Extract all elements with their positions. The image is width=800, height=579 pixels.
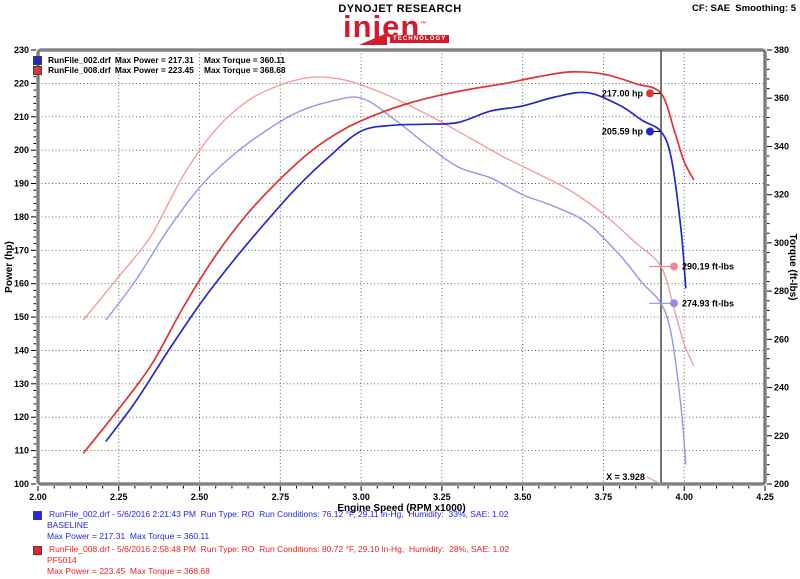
torque-tick-label: 260 — [774, 334, 789, 344]
torque-tick-label: 240 — [774, 383, 789, 393]
power-tick-label: 110 — [14, 446, 29, 456]
torque-tick-label: 360 — [774, 93, 789, 103]
injen-logo-subtitle: TECHNOLOGY — [390, 35, 450, 43]
torque-tick-label: 200 — [774, 479, 789, 489]
x-tick-label: 4.25 — [756, 492, 774, 502]
x-tick-label: 2.00 — [29, 492, 47, 502]
legend-file-power: RunFile_002.drf Max Power = 217.31 — [48, 55, 194, 65]
legend-max-torque: Max Torque = 360.11 — [204, 55, 286, 65]
x-tick-label: 2.50 — [191, 492, 209, 502]
run-name: PF5014 — [47, 555, 77, 565]
torque-tick-label: 280 — [774, 286, 789, 296]
x-tick-label: 2.75 — [272, 492, 290, 502]
run-swatch-red — [33, 546, 42, 555]
cursor-x-label: X = 3.928 — [606, 472, 645, 482]
torque-tick-label: 320 — [774, 190, 789, 200]
run-details-pf5014: RunFile_008.drf - 5/6/2016 2:58:48 PM Ru… — [33, 544, 509, 577]
power-tick-label: 130 — [14, 379, 29, 389]
run-legend: RunFile_002.drf Max Power = 217.31 Max To… — [33, 55, 286, 75]
run-swatch-blue — [33, 511, 42, 520]
run-name: BASELINE — [47, 520, 89, 530]
power-tick-label: 190 — [14, 179, 29, 189]
cursor-x-pointer — [646, 476, 662, 485]
run-details: RunFile_002.drf - 5/6/2016 2:21:43 PM Ru… — [33, 509, 509, 579]
power-tick-label: 210 — [14, 112, 29, 122]
run-info-line: RunFile_002.drf - 5/6/2016 2:21:43 PM Ru… — [49, 509, 509, 519]
power-tick-label: 180 — [14, 212, 29, 222]
legend-row-runfile-002: RunFile_002.drf Max Power = 217.31 Max To… — [33, 55, 286, 65]
x-axis-title: Engine Speed (RPM x1000) — [337, 503, 465, 514]
torque-tick-label: 220 — [774, 431, 789, 441]
callout-label-power: 217.00 hp — [602, 88, 644, 98]
power-curve-pf5014 — [82, 70, 695, 454]
power-curve-baseline — [105, 91, 687, 442]
callout-label-power: 205.59 hp — [602, 126, 644, 136]
power-tick-label: 100 — [14, 479, 29, 489]
run-info-line: RunFile_008.drf - 5/6/2016 2:58:48 PM Ru… — [49, 544, 510, 554]
run-max-values: Max Power = 223.45 Max Torque = 368.68 — [47, 566, 210, 576]
torque-tick-label: 380 — [774, 45, 789, 55]
x-tick-label: 3.50 — [514, 492, 532, 502]
power-tick-label: 160 — [14, 279, 29, 289]
torque-curve-baseline — [105, 96, 687, 465]
legend-max-torque: Max Torque = 368.68 — [204, 65, 286, 75]
x-tick-label: 3.25 — [433, 492, 451, 502]
callout-dot — [646, 127, 654, 136]
power-tick-label: 150 — [14, 312, 29, 322]
app-title: DYNOJET RESEARCH — [338, 3, 462, 15]
run-details-baseline: RunFile_002.drf - 5/6/2016 2:21:43 PM Ru… — [33, 509, 509, 542]
power-tick-label: 220 — [14, 78, 29, 88]
callout-dot — [670, 262, 678, 271]
plot-frame-edge — [37, 49, 766, 485]
power-tick-label: 200 — [14, 145, 29, 155]
callout-label-torque: 290.19 ft-lbs — [682, 262, 734, 272]
x-tick-label: 4.00 — [675, 492, 693, 502]
torque-tick-label: 340 — [774, 141, 789, 151]
injen-logo-triangle-icon — [359, 33, 387, 45]
power-tick-label: 170 — [14, 245, 29, 255]
power-tick-label: 140 — [14, 345, 29, 355]
y-axis-title-right: Torque (ft-lbs) — [787, 233, 798, 300]
correction-smoothing-status: CF: SAE Smoothing: 5 — [692, 3, 796, 14]
callout-dot — [646, 89, 654, 98]
legend-swatch-red — [33, 65, 42, 75]
legend-file-power: RunFile_008.drf Max Power = 223.45 — [48, 65, 194, 75]
power-tick-label: 230 — [14, 45, 29, 55]
trademark-mark: ™ — [420, 22, 428, 28]
legend-swatch-blue — [33, 55, 42, 65]
x-tick-label: 3.75 — [595, 492, 613, 502]
legend-row-runfile-008: RunFile_008.drf Max Power = 223.45 Max To… — [33, 65, 286, 75]
x-tick-label: 2.25 — [110, 492, 128, 502]
injen-logo: injen™ TECHNOLOGY — [343, 11, 461, 52]
torque-tick-label: 300 — [774, 238, 789, 248]
y-axis-title-left: Power (hp) — [4, 241, 15, 293]
power-tick-label: 120 — [14, 412, 29, 422]
callout-dot — [670, 299, 678, 308]
run-max-values: Max Power = 217.31 Max Torque = 360.11 — [47, 531, 210, 541]
callout-label-torque: 274.93 ft-lbs — [682, 298, 734, 308]
x-tick-label: 3.00 — [352, 492, 370, 502]
torque-curve-pf5014 — [82, 76, 695, 367]
